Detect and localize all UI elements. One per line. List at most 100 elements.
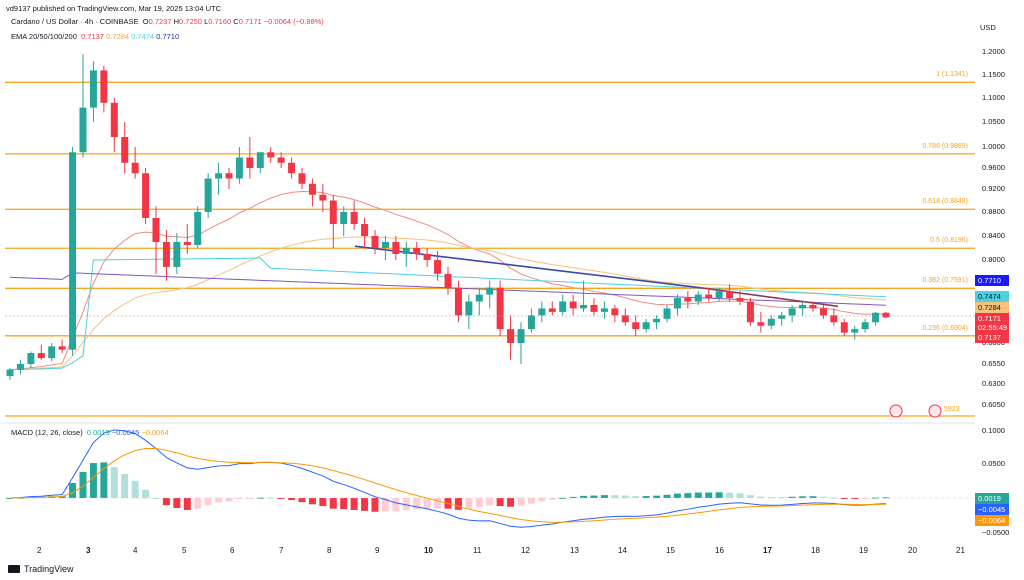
macd-histogram-bar (580, 495, 588, 498)
date-tick: 20 (908, 546, 917, 555)
candle-body (444, 273, 452, 288)
candle-body (152, 218, 160, 242)
candle-body (840, 322, 848, 333)
candle-body (183, 242, 191, 245)
macd-signal-line (9, 448, 887, 523)
candle-body (507, 329, 515, 343)
candle-body (225, 173, 233, 179)
candle-body (611, 308, 619, 316)
candle-body (173, 242, 181, 267)
trendline-segment (354, 245, 701, 289)
candle-body (6, 369, 14, 376)
candle-body (392, 242, 400, 254)
candle-body (194, 212, 202, 245)
date-tick: 4 (133, 546, 138, 555)
candle-body (673, 298, 681, 309)
macd-histogram-bar (183, 498, 191, 511)
macd-histogram-bar (298, 498, 306, 503)
macd-histogram-bar (131, 480, 139, 498)
candle-body (830, 315, 838, 323)
ema-50-line (9, 236, 887, 371)
symbol-name[interactable]: Cardano / US Dollar · 4h · COINBASE (11, 17, 139, 26)
macd-histogram-bar (329, 498, 337, 509)
macd-histogram-bar (152, 497, 160, 499)
candle-body (799, 304, 807, 309)
ema-label[interactable]: EMA 20/50/100/200 (11, 32, 77, 41)
candle-body (89, 70, 97, 108)
price-tick: 0.6550 (982, 359, 1005, 368)
candle-body (872, 312, 880, 323)
macd-histogram-bar (6, 498, 14, 499)
candle-body (288, 162, 296, 174)
candle-body (767, 318, 775, 326)
candle-body (632, 322, 640, 330)
high-value: 0.7250 (179, 17, 202, 26)
low-label: L (204, 17, 209, 26)
candle-body (48, 346, 56, 359)
currency-label[interactable]: USD (980, 23, 996, 32)
macd-histogram-bar (58, 496, 66, 498)
candle-body (851, 329, 859, 333)
macd-histogram-bar (121, 474, 129, 498)
macd-histogram-bar (371, 498, 379, 512)
macd-hist-value: 0.0019 (86, 428, 110, 437)
price-tick: 0.9200 (982, 184, 1005, 193)
candle-body (246, 157, 254, 168)
candle-body (454, 287, 462, 316)
ema20-tag: 0.7137 (975, 332, 1009, 343)
candle-body (590, 304, 598, 312)
macd-histogram-bar (684, 493, 692, 498)
candle-body (819, 308, 827, 316)
macd-histogram-bar (319, 498, 327, 507)
candle-body (788, 308, 796, 316)
ema-legend[interactable]: EMA 20/50/100/200 0.7137 0.7284 0.7474 0… (11, 32, 179, 41)
candle-body (371, 236, 379, 248)
event-flag-icon[interactable] (889, 404, 903, 418)
candle-body (882, 312, 890, 318)
macd-histogram-bar (788, 496, 796, 498)
event-flag-icon[interactable] (928, 404, 942, 418)
macd-histogram-bar (402, 498, 410, 511)
candle-body (361, 224, 369, 236)
candle-body (162, 242, 170, 267)
macd-histogram-bar (632, 496, 640, 498)
macd-histogram-bar (256, 497, 264, 499)
open-label: O (142, 17, 149, 26)
macd-histogram-bar (110, 467, 118, 498)
candle-body (548, 308, 556, 312)
candle-body (580, 304, 588, 309)
macd-label[interactable]: MACD (12, 26, close) (11, 428, 83, 437)
candle-body (621, 315, 629, 323)
ema200-value: 0.7710 (156, 32, 180, 41)
high-label: H (173, 17, 180, 26)
macd-legend[interactable]: MACD (12, 26, close) 0.0019 −0.0045 −0.0… (11, 428, 169, 437)
macd-histogram-bar (778, 497, 786, 499)
candle-body (69, 152, 77, 350)
date-tick: 18 (811, 546, 820, 555)
macd-histogram-bar (465, 498, 473, 510)
price-tick: 0.8000 (982, 255, 1005, 264)
candle-body (267, 152, 275, 158)
candle-body (715, 291, 723, 299)
footer[interactable]: TradingView (8, 564, 74, 574)
date-tick: 17 (763, 546, 772, 555)
symbol-legend[interactable]: Cardano / US Dollar · 4h · COINBASE O 0.7… (11, 17, 324, 26)
macd-histogram-bar (861, 498, 869, 499)
price-tick: 1.1500 (982, 70, 1005, 79)
fib-level-label: 0.382 (0.7591) (922, 277, 968, 285)
macd-histogram-bar (517, 498, 525, 506)
macd-histogram-bar (350, 498, 358, 510)
macd-signal-value: −0.0064 (141, 428, 169, 437)
close-label: C (233, 17, 239, 26)
date-tick: 11 (473, 546, 482, 555)
macd-tick: −0.0500 (982, 528, 1010, 537)
macd-histogram-bar (840, 498, 848, 499)
close-value: 0.7171 (238, 17, 262, 26)
bottom-fib-label: 5923 (944, 406, 960, 413)
fib-level-label: 0.236 (0.6904) (922, 324, 968, 332)
macd-histogram-bar (799, 496, 807, 498)
macd-histogram-bar (246, 498, 254, 499)
macd-histogram-bar (340, 498, 348, 510)
macd-histogram-bar (673, 493, 681, 498)
